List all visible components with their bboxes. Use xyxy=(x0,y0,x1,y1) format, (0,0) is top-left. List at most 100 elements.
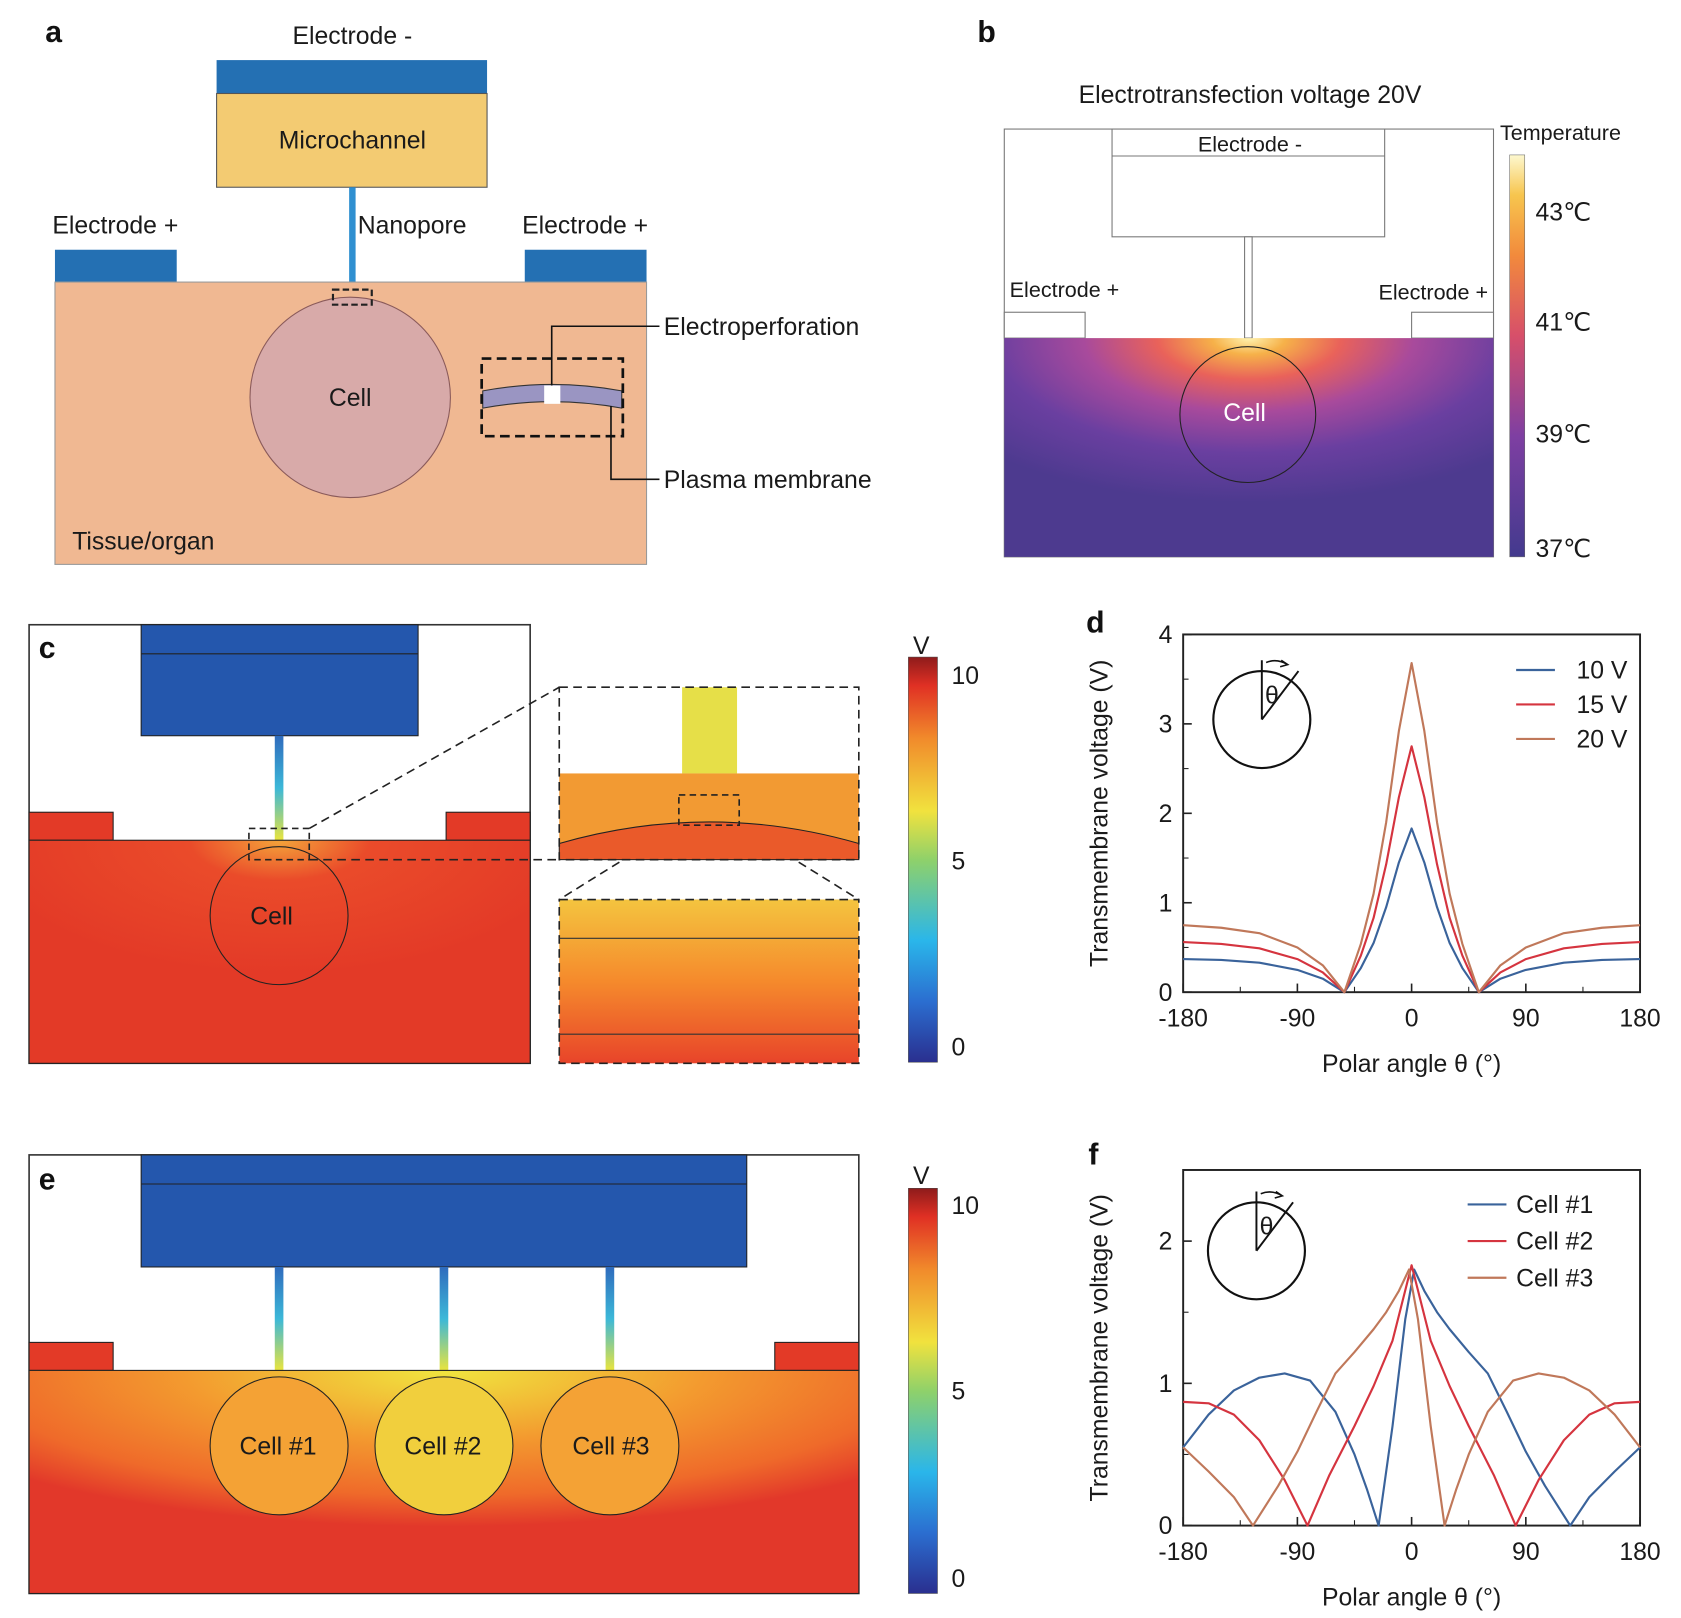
panel-b: b Electrotransfection voltage 20V Electr… xyxy=(977,16,1621,563)
y-tick-label: 3 xyxy=(1159,711,1173,738)
microchannel-potential xyxy=(140,1154,748,1268)
membrane-zoom-box xyxy=(480,357,625,438)
colorbar-tick: 10 xyxy=(951,663,979,690)
electrode-negative-label: Electrode - xyxy=(292,23,412,50)
cell-label: Cell xyxy=(1223,400,1266,427)
zoom-box xyxy=(248,827,311,861)
cell-2 xyxy=(374,1376,514,1516)
cell xyxy=(249,296,451,499)
panel-letter-c: c xyxy=(39,632,56,665)
legend-label: Cell #2 xyxy=(1516,1229,1593,1256)
panel-letter-a: a xyxy=(45,16,62,49)
colorbar-tick: 10 xyxy=(951,1193,979,1220)
cell-1 xyxy=(209,1376,349,1516)
panel-letter-b: b xyxy=(977,16,995,49)
y-axis-label: Transmembrane voltage (V) xyxy=(1087,1194,1114,1501)
y-tick-label: 1 xyxy=(1159,890,1173,917)
tissue-potential xyxy=(28,839,531,1064)
inset-1-frame xyxy=(558,686,860,861)
electrode-positive-left-outline xyxy=(1003,311,1086,339)
electrode-positive-left xyxy=(28,811,114,841)
microchannel xyxy=(216,92,488,188)
electrode-positive-right-label: Electrode + xyxy=(522,213,648,240)
cell xyxy=(209,846,349,986)
electrode-positive-right xyxy=(445,811,531,841)
electrode-positive-left xyxy=(54,249,177,283)
series-line-2 xyxy=(1183,1264,1641,1527)
panel-c: c Cell V 10 5 0 xyxy=(28,623,979,1065)
temperature-field xyxy=(1004,338,1494,557)
panel-letter-d: d xyxy=(1086,606,1104,639)
cell-1-label: Cell #1 xyxy=(239,1433,316,1460)
theta-symbol: θ xyxy=(1260,1214,1274,1241)
nanopore-3 xyxy=(605,1266,615,1371)
cell-label: Cell xyxy=(329,385,372,412)
inset-pore-fill xyxy=(682,687,738,774)
plasma-membrane-label: Plasma membrane xyxy=(664,467,872,494)
y-axis-label: Transmembrane voltage (V) xyxy=(1087,660,1114,967)
electrode-positive-right xyxy=(774,1341,860,1371)
colorbar-unit: V xyxy=(913,633,930,660)
legend-label: 15 V xyxy=(1576,692,1627,719)
series-line-2 xyxy=(1183,745,1641,994)
y-tick-label: 2 xyxy=(1159,801,1173,828)
colorbar-tick: 0 xyxy=(951,1035,965,1062)
zoom-connectors xyxy=(308,686,860,901)
panel-letter-f: f xyxy=(1088,1139,1099,1172)
cell-3-label: Cell #3 xyxy=(572,1433,649,1460)
tissue-label: Tissue/organ xyxy=(72,528,214,555)
series-line-3 xyxy=(1183,662,1641,994)
electrode-negative xyxy=(216,60,488,94)
nanopore xyxy=(349,187,356,285)
colorbar-unit: V xyxy=(913,1163,930,1190)
x-tick-label: -90 xyxy=(1279,1006,1315,1033)
plasma-membrane-leader xyxy=(610,405,660,481)
x-tick-label: 90 xyxy=(1512,1006,1540,1033)
electrode-positive-left-label: Electrode + xyxy=(52,213,178,240)
chart-f: f -180 -90 0 90 180 0 1 2 Polar angle θ (°) Trans… xyxy=(1087,1139,1661,1612)
electroperforation-pore xyxy=(544,385,561,404)
panel-b-title: Electrotransfection voltage 20V xyxy=(1079,82,1422,109)
series-line-1 xyxy=(1183,827,1641,994)
plot-frame xyxy=(1182,1169,1642,1527)
colorbar-tick: 39℃ xyxy=(1536,422,1591,449)
colorbar-title: Temperature xyxy=(1500,120,1621,145)
y-tick-label: 0 xyxy=(1159,980,1173,1007)
y-tick-label: 2 xyxy=(1159,1229,1173,1256)
legend-label: Cell #3 xyxy=(1516,1265,1593,1292)
cell-label: Cell xyxy=(250,903,293,930)
panel-letter-e: e xyxy=(39,1163,56,1196)
electrode-positive-right xyxy=(524,249,647,283)
electrode-positive-left xyxy=(28,1341,114,1371)
y-tick-label: 0 xyxy=(1159,1513,1173,1540)
x-axis-label: Polar angle θ (°) xyxy=(1322,1051,1501,1078)
microchannel-potential xyxy=(140,624,419,737)
nanopore-label: Nanopore xyxy=(358,213,467,240)
theta-symbol: θ xyxy=(1265,682,1279,709)
electroperforation-leader xyxy=(550,325,660,386)
cell-3 xyxy=(540,1376,680,1516)
polar-angle-inset-lines xyxy=(1260,660,1300,721)
rotation-arrow-icon xyxy=(1260,1190,1285,1199)
electrode-positive-left-label: Electrode + xyxy=(1010,277,1120,302)
x-tick-label: -90 xyxy=(1279,1539,1315,1566)
series-line-3 xyxy=(1182,1268,1641,1527)
nanopore-outline xyxy=(1244,236,1253,339)
voltage-colorbar xyxy=(908,1188,938,1594)
y-tick-label: 4 xyxy=(1159,622,1173,649)
panel-a: a Electrode - Microchannel Nanopore Elec… xyxy=(45,16,872,565)
x-tick-label: -180 xyxy=(1158,1539,1208,1566)
x-tick-label: 90 xyxy=(1512,1539,1540,1566)
rotation-arrow-icon xyxy=(1265,659,1290,668)
nanopore-1 xyxy=(274,1266,284,1371)
x-tick-label: 0 xyxy=(1405,1006,1419,1033)
y-tick-label: 1 xyxy=(1159,1371,1173,1398)
electrode-positive-right-outline xyxy=(1411,311,1495,339)
colorbar-tick: 43℃ xyxy=(1536,200,1591,227)
legend-label: 20 V xyxy=(1576,727,1627,754)
colorbar-tick: 37℃ xyxy=(1536,536,1591,563)
microchannel-outline xyxy=(1111,128,1386,238)
inset-membrane-detail xyxy=(558,898,860,1065)
series-line-1 xyxy=(1182,1268,1641,1527)
